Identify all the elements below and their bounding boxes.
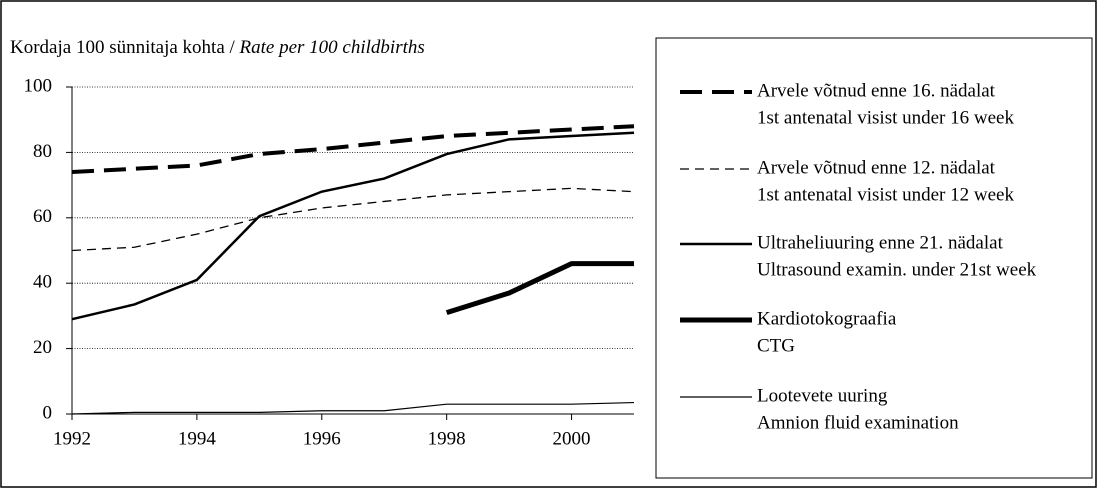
legend-label-en: 1st antenatal visist under 12 week <box>757 184 1014 205</box>
y-tick-label: 20 <box>33 337 52 358</box>
y-tick-label: 60 <box>33 206 52 227</box>
y-tick-label: 0 <box>43 402 53 423</box>
legend-box <box>655 37 1093 479</box>
series-line <box>71 124 635 175</box>
y-tick-label: 80 <box>33 141 52 162</box>
x-tick-label: 1998 <box>428 428 466 449</box>
y-tick-label: 40 <box>33 272 52 293</box>
legend-label: Ultraheliuuring enne 21. nädalat <box>757 232 1004 253</box>
title-en: Rate per 100 childbirths <box>239 37 425 58</box>
legend-label: Arvele võtnud enne 16. nädalat <box>757 80 996 101</box>
legend-label: Arvele võtnud enne 12. nädalat <box>757 157 996 178</box>
series-line <box>445 261 634 316</box>
y-tick-label: 100 <box>24 75 53 96</box>
x-tick-label: 1994 <box>178 428 217 449</box>
x-tick-label: 1996 <box>303 428 341 449</box>
legend-label: Lootevete uuring <box>757 385 888 406</box>
legend-label: Kardiotokograafia <box>757 308 897 329</box>
legend-label-en: Amnion fluid examination <box>757 412 959 433</box>
series-line <box>71 401 635 415</box>
series-line <box>71 187 635 252</box>
legend-label-en: Ultrasound examin. under 21st week <box>757 259 1037 280</box>
x-tick-label: 1992 <box>53 428 91 449</box>
x-tick-label: 2000 <box>553 428 591 449</box>
legend-label-en: 1st antenatal visist under 16 week <box>757 107 1014 128</box>
chart-title: Kordaja 100 sünnitaja kohta / Rate per 1… <box>10 37 425 58</box>
series-line <box>71 131 635 321</box>
title-et: Kordaja 100 sünnitaja kohta / <box>10 37 236 58</box>
legend-label-en: CTG <box>757 335 795 356</box>
